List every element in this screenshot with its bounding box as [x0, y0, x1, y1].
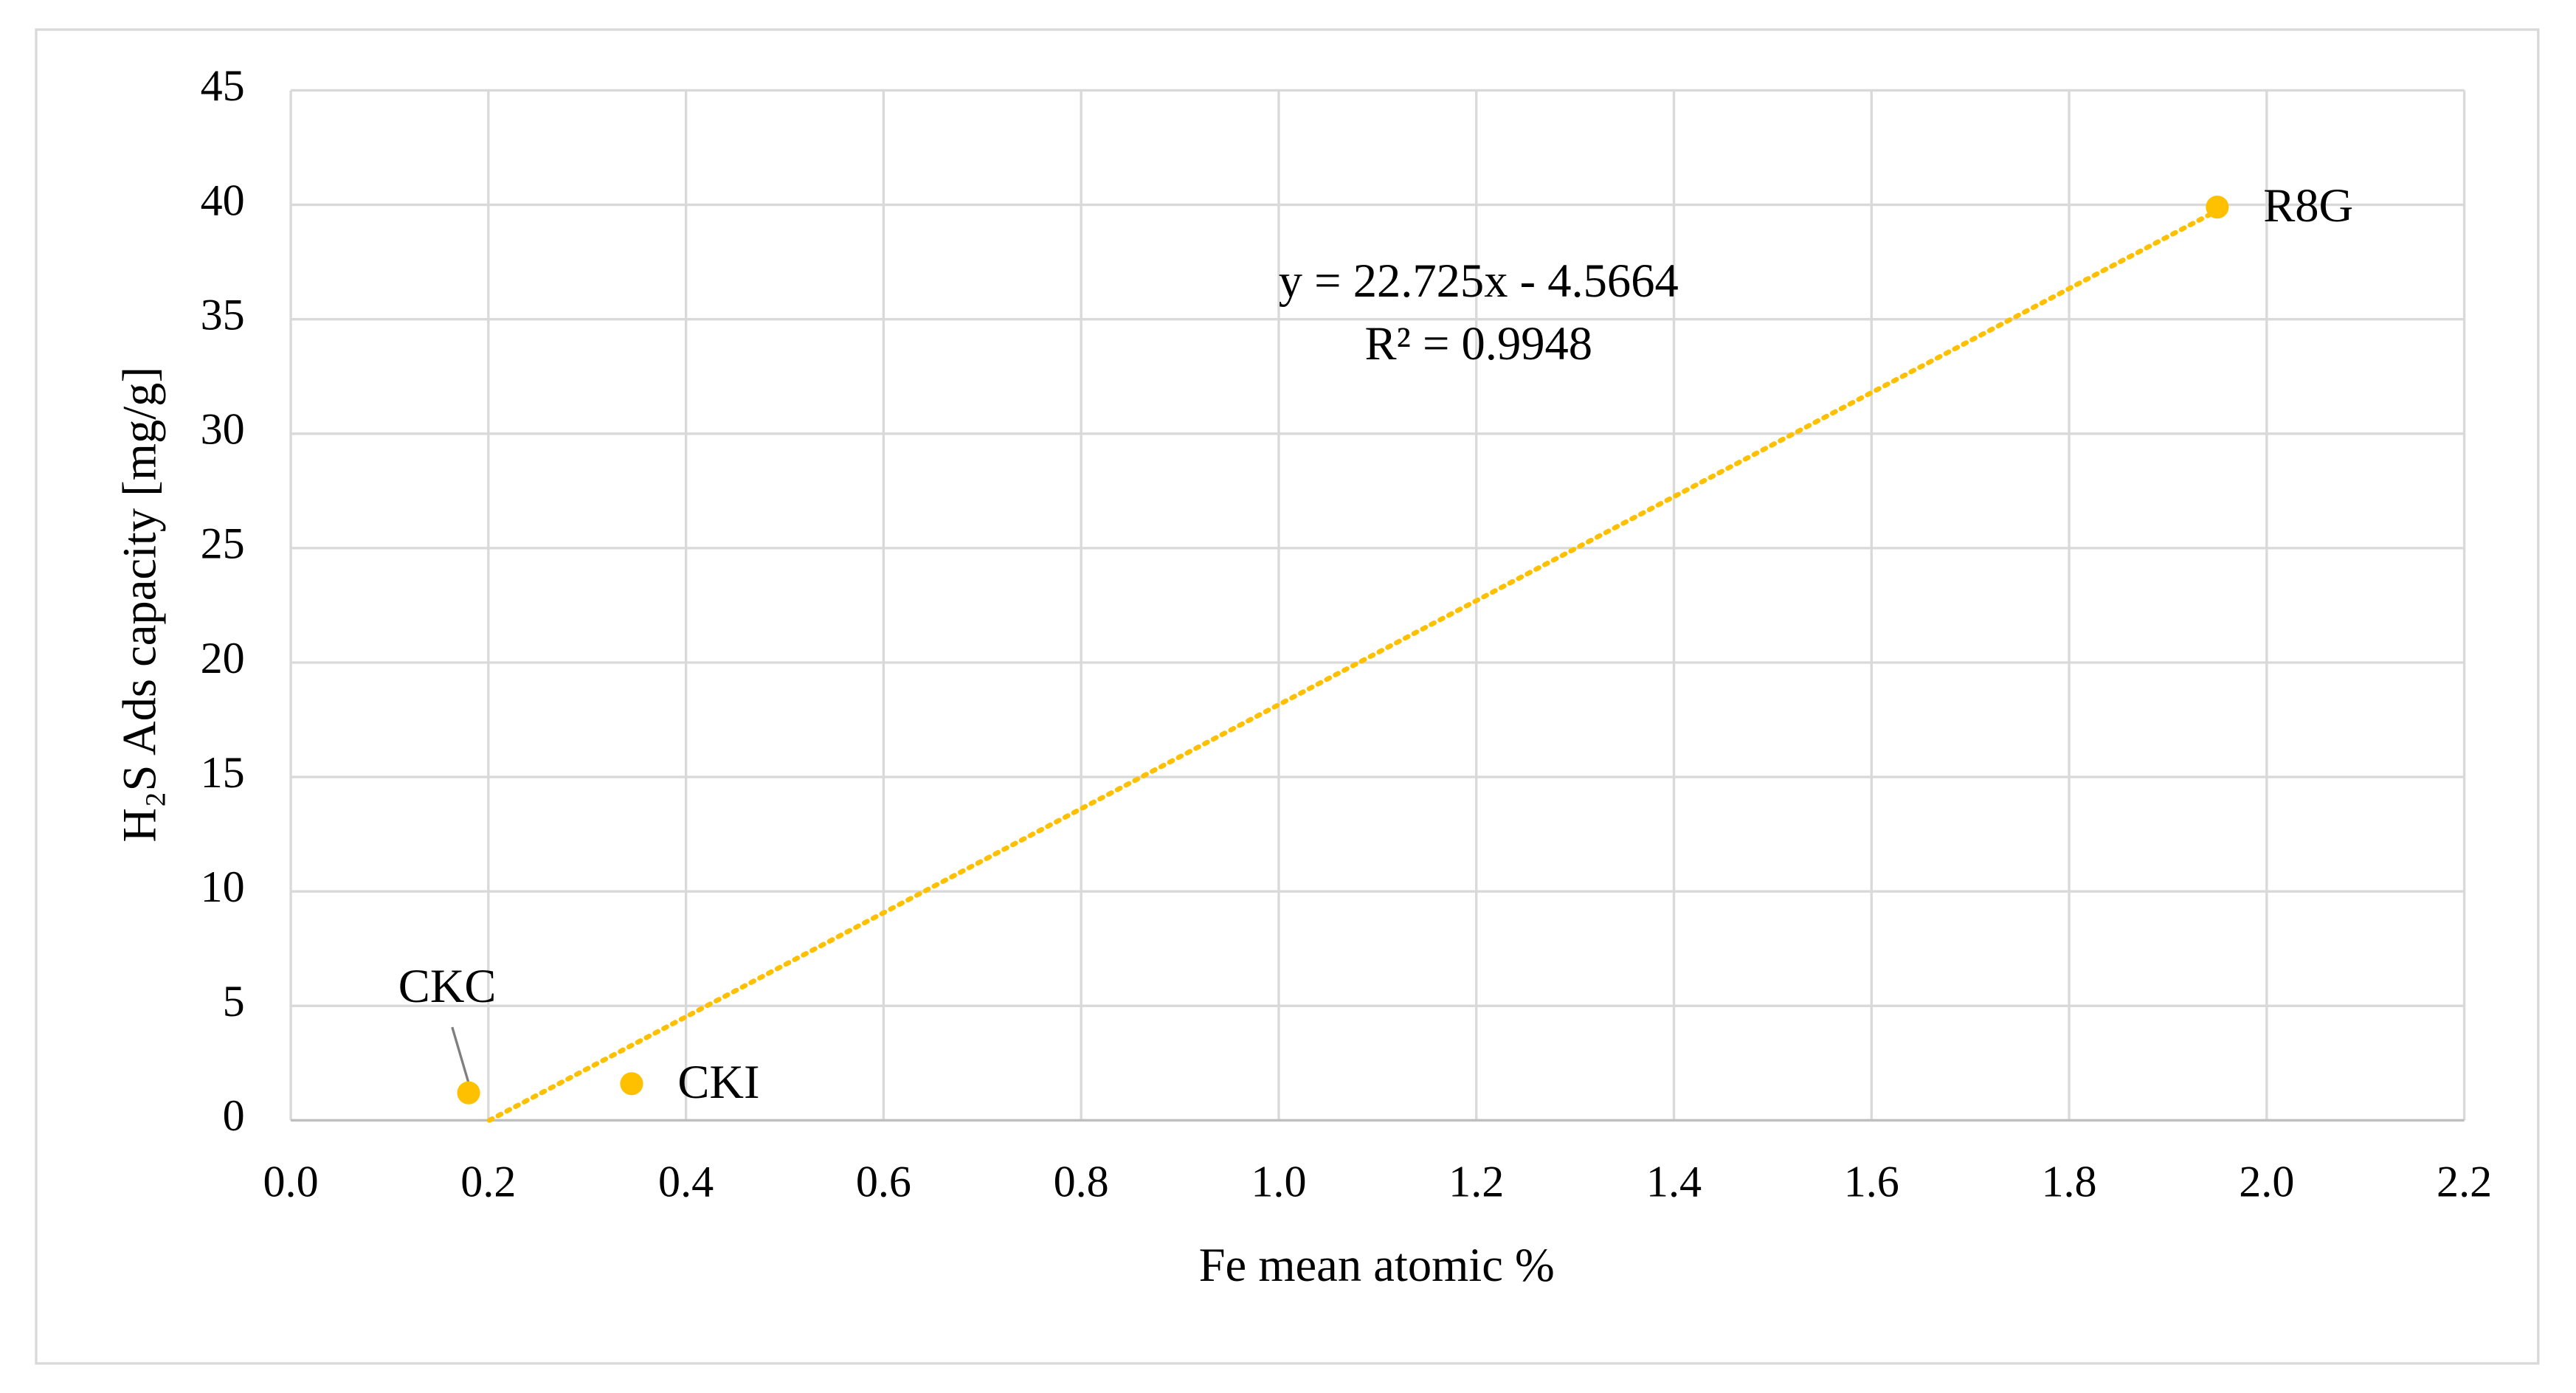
x-tick-label: 1.2 — [1448, 1157, 1504, 1206]
x-tick-label: 1.0 — [1251, 1157, 1306, 1206]
x-tick-label: 0.6 — [856, 1157, 911, 1206]
label-leader — [451, 1026, 470, 1084]
y-tick-label: 30 — [201, 405, 245, 454]
point-label: R8G — [2263, 179, 2353, 232]
x-tick-label: 1.8 — [2041, 1157, 2096, 1206]
point — [2206, 196, 2229, 219]
x-tick-label: 2.0 — [2239, 1157, 2294, 1206]
x-tick-label: 0.4 — [658, 1157, 714, 1206]
x-tick-label: 1.6 — [1844, 1157, 1899, 1206]
chart-frame — [35, 28, 2540, 1365]
y-tick-label: 35 — [201, 290, 245, 339]
x-axis-label: Fe mean atomic % — [1199, 1238, 1555, 1291]
trendline-r-squared: R² = 0.9948 — [1364, 317, 1592, 370]
trendline-equation: y = 22.725x - 4.5664 — [1279, 254, 1679, 307]
y-axis-label: H₂S Ads capacity [mg/g] — [113, 367, 166, 843]
y-tick-label: 45 — [201, 61, 245, 111]
x-tick-label: 0.0 — [263, 1157, 319, 1206]
y-tick-label: 0 — [223, 1091, 245, 1141]
y-tick-label: 10 — [201, 863, 245, 912]
y-tick-label: 25 — [201, 519, 245, 569]
point — [620, 1072, 643, 1096]
y-tick-label: 15 — [201, 748, 245, 798]
x-tick-label: 0.2 — [460, 1157, 516, 1206]
x-tick-label: 2.2 — [2437, 1157, 2492, 1206]
point-label: CKC — [398, 959, 497, 1012]
point — [457, 1081, 480, 1105]
y-tick-label: 40 — [201, 176, 245, 225]
y-tick-label: 20 — [201, 634, 245, 683]
x-tick-label: 0.8 — [1054, 1157, 1109, 1206]
x-tick-label: 1.4 — [1646, 1157, 1702, 1206]
point-label: CKI — [677, 1055, 759, 1108]
trendline — [486, 208, 2220, 1123]
y-tick-label: 5 — [223, 977, 245, 1026]
